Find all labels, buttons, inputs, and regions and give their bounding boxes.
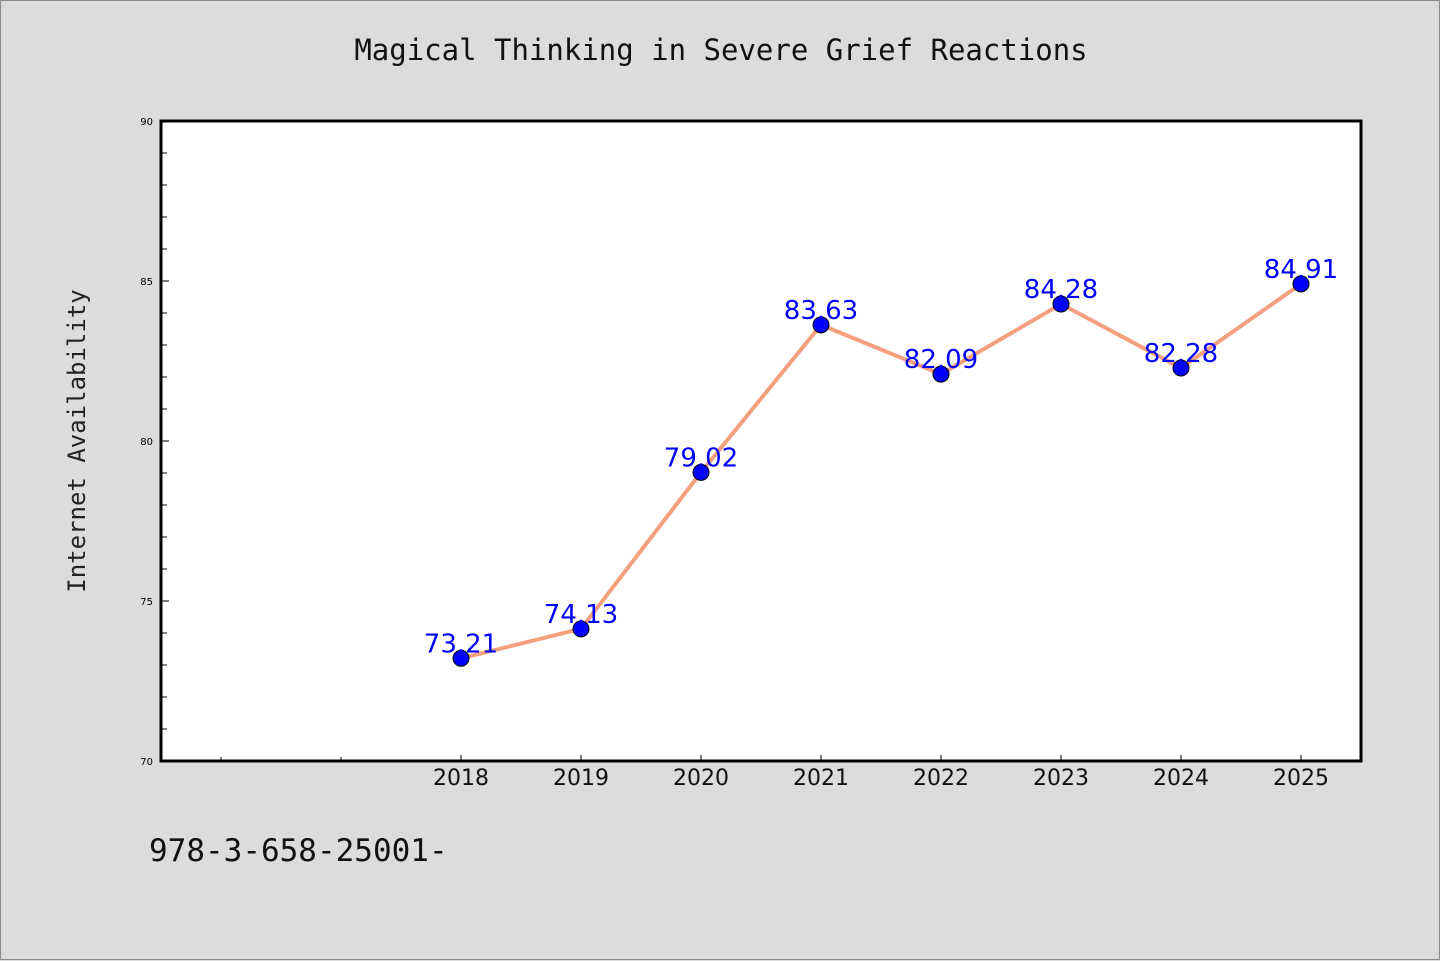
- series-line: [460, 282, 1303, 661]
- x-tick-label: 2022: [913, 766, 969, 791]
- data-label: 82.09: [904, 345, 978, 375]
- x-tick-label: 2023: [1033, 766, 1089, 791]
- plot-area: [161, 121, 1361, 761]
- data-label: 84.28: [1024, 275, 1098, 305]
- y-tick-label: 80: [140, 437, 153, 448]
- x-tick-label: 2020: [673, 766, 729, 791]
- chart-title: Magical Thinking in Severe Grief Reactio…: [354, 33, 1088, 67]
- data-labels-group: 73.21 74.13 79.02 83.63 82.09 84.28 82.28 84.91: [424, 255, 1338, 659]
- data-label: 73.21: [424, 629, 498, 659]
- x-tick-label: 2025: [1273, 766, 1329, 791]
- data-point-marker: [812, 316, 830, 334]
- data-point-marker: [572, 620, 590, 638]
- data-label: 82.28: [1144, 339, 1218, 369]
- y-tick-label: 90: [140, 117, 153, 128]
- data-point-marker: [692, 463, 710, 481]
- y-axis-title: Internet Availability: [63, 289, 91, 592]
- data-label: 79.02: [664, 443, 738, 473]
- data-point-marker: [932, 365, 950, 383]
- data-point-marker: [452, 649, 470, 667]
- data-point-marker: [1172, 359, 1190, 377]
- data-point-marker: [1052, 295, 1070, 313]
- x-tick-label: 2019: [553, 766, 609, 791]
- series-group: [460, 282, 1303, 661]
- x-tick-label: 2021: [793, 766, 849, 791]
- data-label: 84.91: [1264, 255, 1338, 285]
- y-tick-label: 85: [140, 277, 153, 288]
- markers-group: [452, 275, 1310, 667]
- y-tick-labels: 70 75 80 85 90: [140, 117, 153, 768]
- y-tick-label: 75: [140, 597, 153, 608]
- data-point-marker: [1292, 275, 1310, 293]
- x-tick-label: 2018: [433, 766, 489, 791]
- footer-code: 978-3-658-25001-: [149, 833, 448, 869]
- x-tick-label: 2024: [1153, 766, 1209, 791]
- data-label: 74.13: [544, 600, 618, 630]
- data-label: 83.63: [784, 296, 858, 326]
- y-tick-label: 70: [140, 757, 153, 768]
- x-tick-labels: 2018 2019 2020 2021 2022 2023 2024 2025: [433, 766, 1329, 791]
- plot-frame: [159, 119, 1363, 763]
